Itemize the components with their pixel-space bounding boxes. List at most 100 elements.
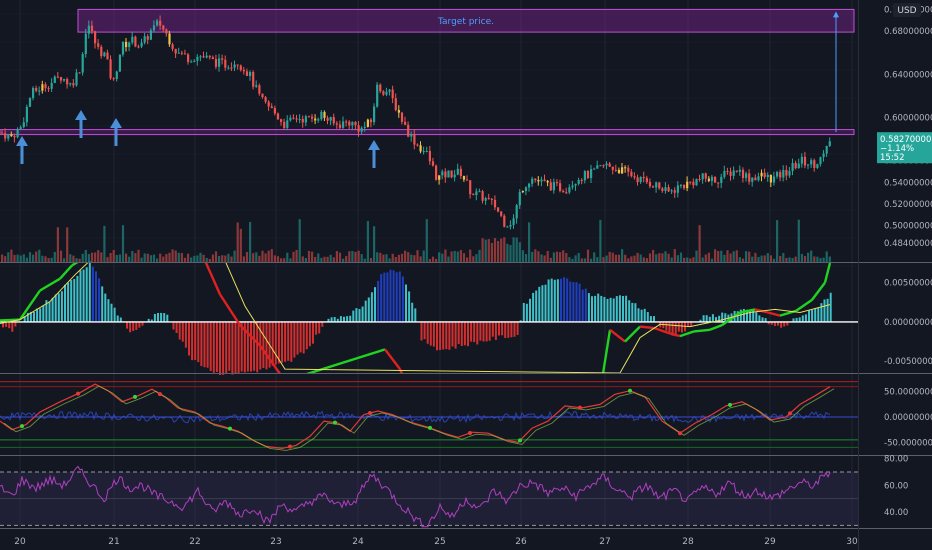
volume-bar (605, 255, 608, 262)
candle (776, 172, 779, 177)
macd-histogram-bar (358, 309, 361, 322)
macd-histogram-bar (367, 297, 370, 322)
candle (168, 33, 171, 45)
volume-bar (419, 256, 422, 262)
candle (738, 169, 741, 172)
volume-bar (512, 237, 515, 262)
volume-bar (500, 238, 503, 262)
candle (211, 57, 214, 60)
candle (121, 41, 125, 55)
volume-bar (571, 258, 574, 262)
macd-histogram-bar (91, 266, 94, 322)
macd-histogram-bar (718, 315, 721, 322)
volume-bar (828, 256, 831, 262)
macd-histogram-bar (411, 302, 414, 322)
volume-bar (673, 249, 676, 262)
candle (670, 190, 673, 192)
volume-bar (772, 258, 776, 262)
volume-bar (307, 250, 311, 262)
macd-signal-segment (667, 331, 681, 338)
candle (233, 64, 236, 68)
macd-signal-segment (739, 308, 756, 314)
macd-histogram-bar (634, 303, 637, 322)
volume-bar (106, 257, 109, 262)
macd-tick-label: -0.00500000 (884, 357, 932, 367)
macd-histogram-bar (318, 321, 321, 334)
candle (630, 171, 633, 177)
macd-histogram-bar (724, 313, 727, 322)
cross-marker (788, 411, 792, 416)
candle (441, 171, 444, 176)
volume-bar (162, 256, 165, 262)
candle (112, 78, 115, 80)
arrow-shaft (114, 126, 118, 146)
volume-bar (503, 237, 506, 262)
macd-histogram-bar (739, 309, 742, 322)
volume-bar (335, 251, 338, 262)
candle (38, 90, 41, 92)
candle (720, 176, 723, 183)
candle (87, 25, 90, 34)
volume-bar (627, 258, 630, 262)
volume-bar (788, 257, 791, 262)
volume-bar (506, 243, 509, 262)
oscillator-tick-label: -50.00000000 (884, 438, 932, 448)
candle (590, 168, 593, 179)
oscillator-panel (0, 381, 858, 451)
macd-histogram-bar (439, 321, 442, 351)
volume-bar (56, 227, 59, 262)
candle (757, 176, 760, 181)
volume-bar (593, 252, 596, 262)
volume-bar (425, 219, 428, 262)
macd-histogram-bar (618, 295, 621, 322)
volume-bar (785, 257, 788, 262)
volume-bar (50, 257, 53, 262)
candle (156, 20, 159, 26)
macd-histogram-bar (442, 321, 445, 350)
rsi-tick-label: 60.00 (884, 481, 908, 491)
macd-histogram-bar (488, 321, 491, 341)
candle (7, 134, 10, 139)
macd-histogram-bar (88, 261, 91, 322)
volume-bar (125, 253, 128, 262)
candle (53, 76, 56, 83)
macd-histogram-bar (609, 297, 612, 322)
volume-bar (264, 253, 267, 262)
macd-signal-segment (0, 318, 21, 322)
volume-bar (710, 258, 714, 262)
macd-histogram-bar (73, 278, 76, 322)
candle (267, 101, 270, 107)
volume-bar (22, 254, 25, 262)
macd-histogram-bar (104, 293, 107, 322)
macd-histogram-bar (581, 289, 584, 322)
volume-bar (493, 238, 497, 262)
candle (13, 136, 16, 138)
currency-label[interactable]: USD (893, 3, 921, 17)
candle (602, 165, 605, 167)
volume-bar (738, 257, 741, 262)
candle (205, 55, 208, 58)
volume-bar (100, 252, 103, 262)
candle (596, 165, 599, 169)
volume-bar (354, 251, 357, 262)
volume-bar (444, 249, 447, 262)
macd-histogram-bar (702, 315, 705, 322)
candle (90, 25, 94, 32)
macd-histogram-bar (448, 321, 451, 350)
macd-histogram-bar (336, 318, 339, 322)
macd-histogram-bar (129, 321, 132, 333)
candle (664, 187, 667, 191)
candle (428, 150, 431, 162)
volume-bar (779, 255, 782, 262)
candle (593, 168, 596, 170)
volume-bar (800, 253, 803, 262)
macd-histogram-bar (773, 321, 776, 326)
macd-histogram-bar (569, 281, 572, 322)
candle (676, 185, 679, 193)
macd-histogram-bar (553, 279, 556, 322)
macd-histogram-bar (606, 298, 609, 322)
volume-bar (329, 254, 332, 262)
oscillator-blue-line (0, 410, 831, 424)
macd-histogram-bar (76, 275, 79, 322)
